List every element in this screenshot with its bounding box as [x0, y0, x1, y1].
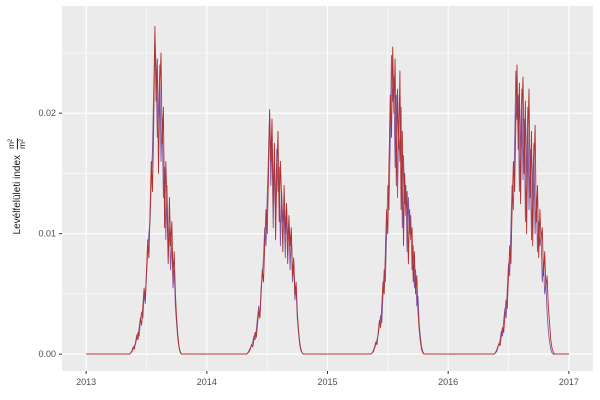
- x-tick-label: 2013: [76, 377, 96, 387]
- x-tick-label: 2017: [559, 377, 579, 387]
- x-tick-label: 2015: [317, 377, 337, 387]
- y-tick-label: 0.02: [38, 108, 56, 118]
- series-line-red: [86, 26, 569, 355]
- x-tick-label: 2014: [197, 377, 217, 387]
- y-tick-label: 0.01: [38, 229, 56, 239]
- x-tick-label: 2016: [438, 377, 458, 387]
- y-tick-label: 0.00: [38, 349, 56, 359]
